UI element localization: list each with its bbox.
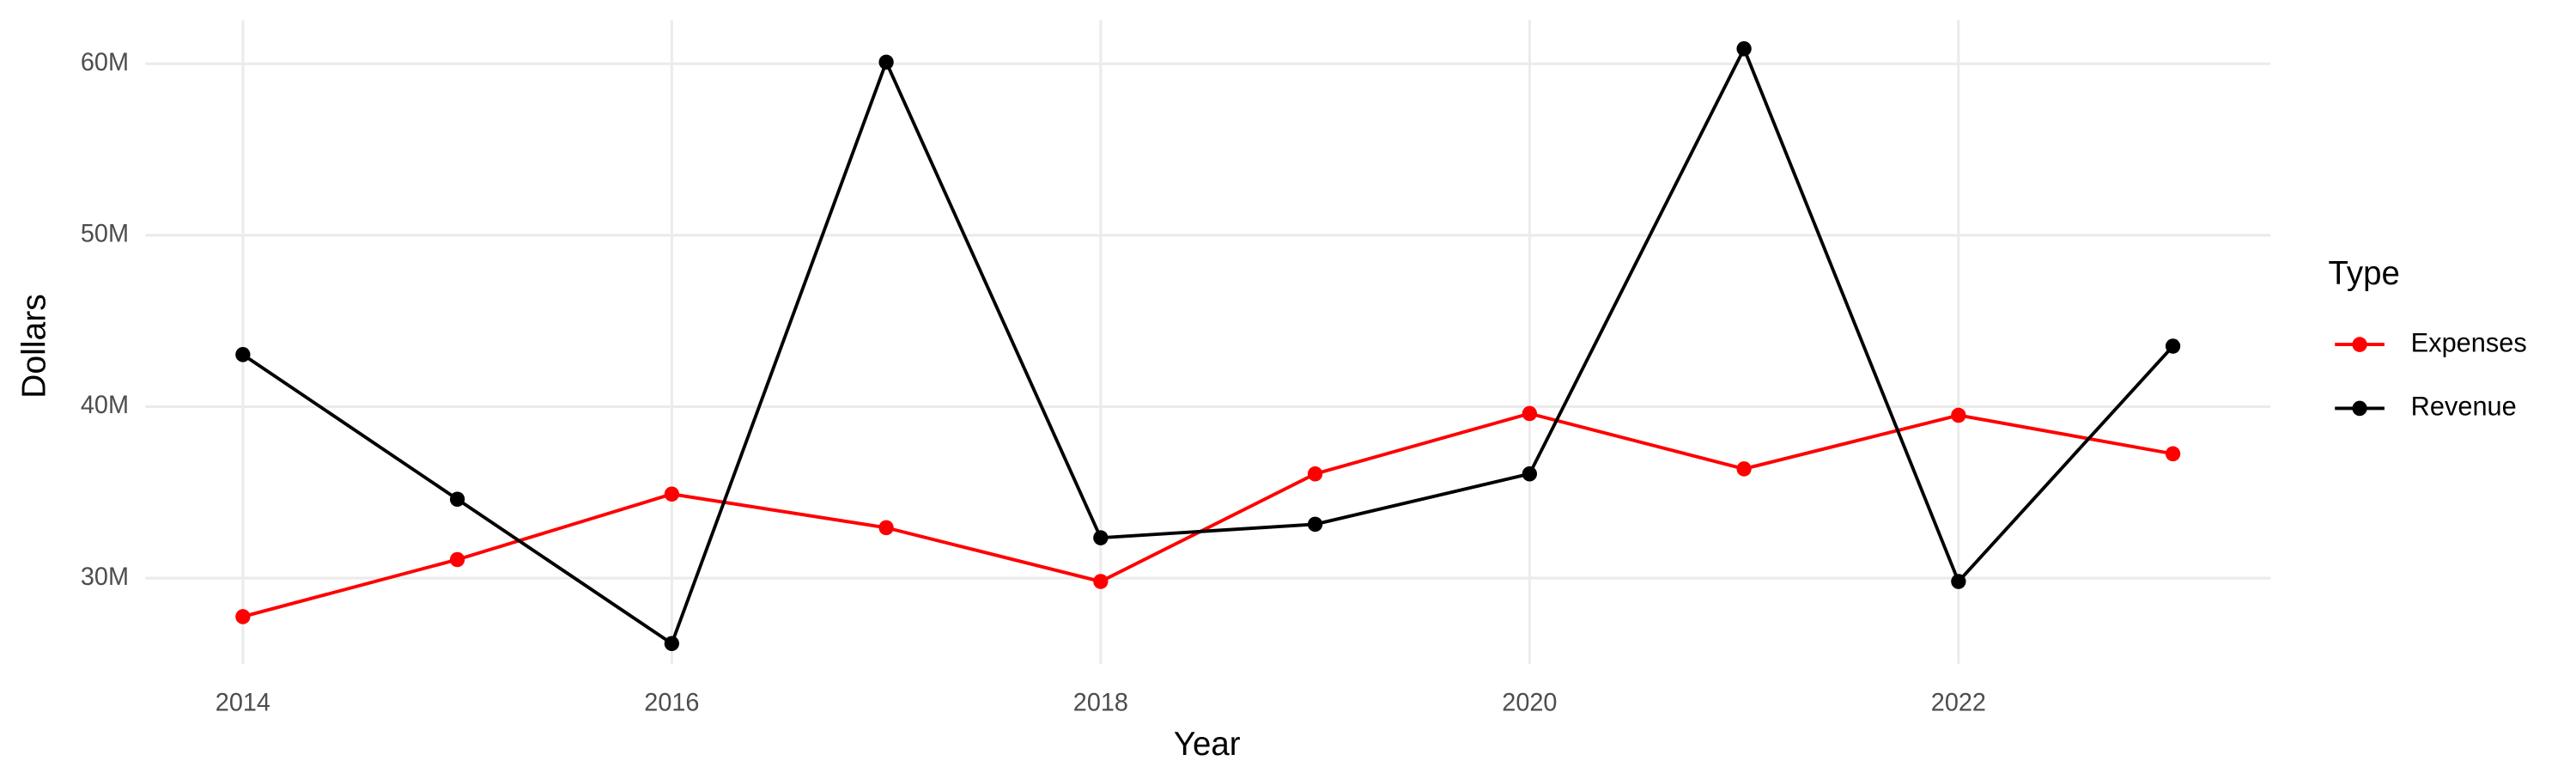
data-point [1093,530,1109,545]
y-axis-title: Dollars [16,294,53,399]
data-point [1951,574,1966,589]
legend-label: Expenses [2411,327,2527,357]
data-point [449,491,465,508]
data-point [1522,466,1538,482]
data-point [235,609,251,624]
x-tick-label: 2016 [644,689,699,716]
data-point [1307,516,1323,533]
data-point [449,551,465,568]
y-tick-label: 50M [81,220,129,247]
legend-label: Revenue [2411,391,2517,421]
data-point [1736,41,1752,57]
x-tick-label: 2014 [216,689,270,716]
data-point [1951,407,1966,423]
x-axis-title: Year [1174,726,1241,763]
legend-marker [2352,337,2367,352]
data-point [2165,338,2181,354]
data-point [1522,405,1538,422]
data-point [1093,574,1109,589]
series-line [242,411,2173,618]
data-point [878,520,894,536]
data-point [664,636,680,652]
y-tick-label: 40M [81,392,129,419]
data-point [664,486,680,502]
legend-marker [2352,400,2367,417]
data-point [2165,446,2181,462]
grid [145,20,2271,664]
x-tick-label: 2020 [1502,689,1557,716]
y-tick-label: 60M [81,49,129,76]
x-tick-label: 2018 [1073,689,1128,716]
data-point [878,54,894,70]
data-point [1307,466,1323,482]
y-tick-label: 30M [81,563,129,591]
data-point [1736,461,1752,477]
series-line [241,45,2175,647]
data-point [235,347,251,362]
x-tick-label: 2022 [1931,689,1986,716]
legend-title: Type [2329,255,2400,292]
